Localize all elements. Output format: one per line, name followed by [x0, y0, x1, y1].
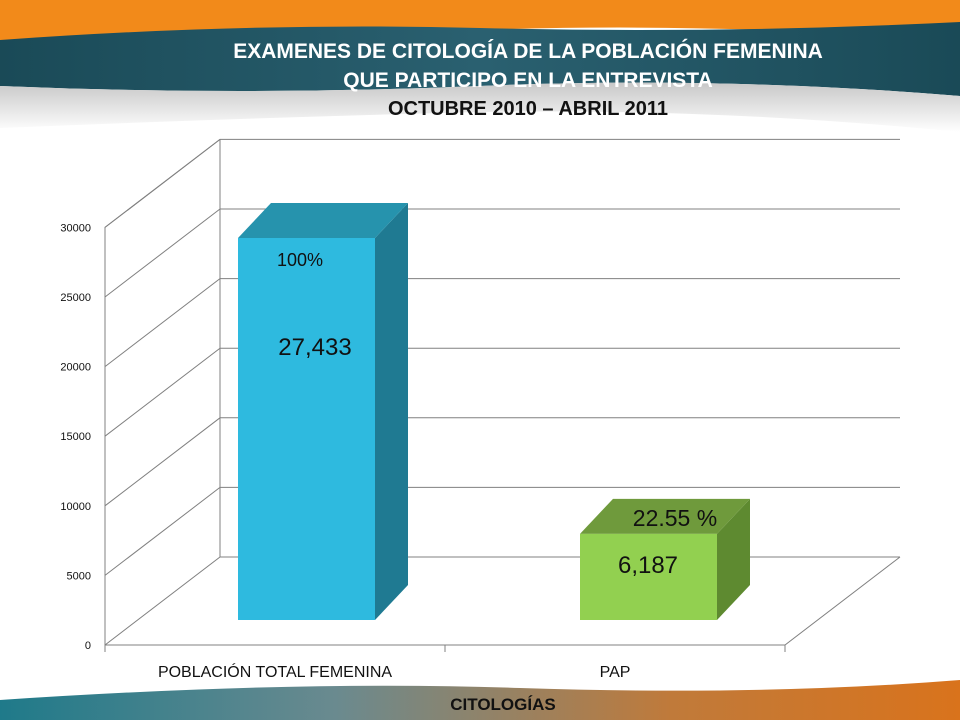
category-label: POBLACIÓN TOTAL FEMENINA — [158, 662, 392, 681]
bottom-gradient-band — [0, 680, 960, 720]
bar-1: 22.55 % 6,187 — [580, 498, 750, 620]
percent-label: 100% — [277, 250, 323, 270]
value-label: 6,187 — [618, 552, 678, 579]
category-label: PAP — [600, 664, 631, 681]
gridline — [104, 347, 900, 437]
bar-top — [238, 203, 408, 238]
slide-title-line-2: QUE PARTICIPO EN LA ENTREVISTA — [343, 69, 713, 92]
gridline — [104, 278, 900, 367]
y-tick-label: 0 — [85, 640, 91, 652]
gridline — [104, 208, 900, 298]
teal-header-band — [0, 22, 960, 96]
gridline — [104, 138, 900, 228]
plot-walls — [104, 139, 901, 646]
y-tick-label: 25000 — [60, 292, 91, 304]
y-tick-label: 30000 — [60, 222, 91, 234]
percent-label: 22.55 % — [633, 505, 717, 531]
bar-side — [717, 498, 750, 620]
gridline — [104, 486, 900, 576]
bars: 100% 27,433 22.55 % 6,187 — [238, 203, 750, 620]
slide-subtitle: OCTUBRE 2010 – ABRIL 2011 — [387, 98, 669, 120]
floor-edge — [105, 556, 901, 646]
gridlines — [104, 138, 900, 652]
y-axis-ticks: 0 5000 10000 15000 20000 25000 30000 — [60, 222, 91, 652]
gridline — [104, 417, 900, 507]
bar-front — [580, 533, 717, 620]
gridline — [104, 556, 900, 646]
y-tick-label: 10000 — [60, 501, 91, 513]
value-label: 27,433 — [278, 334, 351, 361]
bar-side — [375, 203, 408, 620]
x-axis-title: CITOLOGÍAS — [450, 695, 555, 714]
y-tick-label: 15000 — [60, 431, 91, 443]
bar-front — [238, 238, 375, 620]
bar-top — [580, 498, 750, 534]
grey-header-shadow — [0, 82, 960, 132]
bar-0: 100% 27,433 — [238, 203, 408, 620]
y-tick-label: 20000 — [60, 362, 91, 374]
x-axis-labels: POBLACIÓN TOTAL FEMENINA PAP — [158, 662, 630, 681]
slide-title-line-1: EXAMENES DE CITOLOGÍA DE LA POBLACIÓN FE… — [233, 40, 823, 63]
y-tick-label: 5000 — [67, 570, 91, 582]
